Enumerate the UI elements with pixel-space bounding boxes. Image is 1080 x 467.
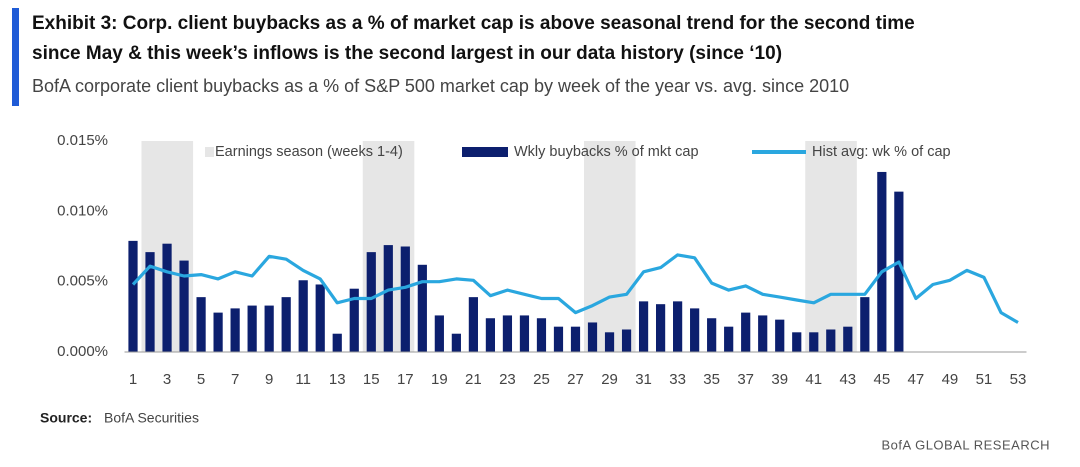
x-tick-label: 21 [465,371,482,388]
bar [264,305,274,352]
bar [638,301,649,352]
bar [519,315,530,352]
x-tick-label: 35 [703,371,720,388]
y-tick-label: 0.010% [57,202,108,219]
bar [673,301,683,352]
x-tick-label: 53 [1010,371,1027,388]
bar [349,288,359,352]
bar [298,280,308,352]
legend-swatch [205,147,214,157]
bar [451,333,461,352]
earnings-band [822,141,840,352]
legend-swatch [462,147,508,157]
x-tick-label: 41 [805,371,822,388]
bar [315,284,325,352]
bar [468,297,478,352]
bar [162,243,172,352]
bar [536,318,547,352]
earnings-band [839,141,857,352]
bar [417,264,427,352]
x-tick-label: 47 [908,371,925,388]
y-tick-label: 0.000% [57,343,108,360]
bar [877,171,887,352]
bar [775,319,785,352]
bar [741,312,751,352]
bar [247,305,257,352]
bar [281,297,291,352]
line [131,253,1019,324]
bar [894,191,904,352]
x-tick-label: 19 [431,371,448,388]
x-tick-label: 49 [942,371,959,388]
bar [792,332,802,352]
bar [604,332,615,352]
legend-label: Hist avg: wk % of cap [812,144,951,160]
bar [145,252,155,352]
bar [843,326,853,352]
bar [655,304,666,352]
y-tick-label: 0.015% [57,132,108,149]
bar [707,318,717,352]
x-tick-label: 11 [295,371,311,388]
earnings-band [601,141,619,352]
legend-label: Earnings season (weeks 1-4) [215,144,403,160]
x-tick-label: 15 [363,371,380,388]
bar [587,322,598,352]
footer: BofA GLOBAL RESEARCH [882,437,1050,452]
source-label: Source: [40,410,92,426]
x-tick-label: 9 [265,371,273,388]
x-tick-label: 29 [601,371,618,388]
bar [758,315,768,352]
bar [383,245,393,352]
bar [179,260,189,352]
bar [485,318,496,352]
bar [860,297,870,352]
bar [400,246,410,352]
bar [502,315,513,352]
chart-title: since May & this week’s inflows is the s… [32,43,782,64]
x-tick-label: 5 [197,371,205,388]
chart-subtitle: BofA corporate client buybacks as a % of… [32,76,849,96]
x-tick-label: 31 [635,371,652,388]
chart-title: Exhibit 3: Corp. client buybacks as a % … [32,13,915,34]
bar [570,326,581,352]
bar [213,312,223,352]
bar [366,252,376,352]
x-tick-label: 25 [533,371,550,388]
bar [230,308,240,352]
bar [621,329,632,352]
x-tick-label: 13 [329,371,346,388]
y-tick-label: 0.005% [57,273,108,290]
bar [332,333,342,352]
bar [690,308,700,352]
bar [434,315,444,352]
bar [196,297,206,352]
x-tick-label: 27 [567,371,584,388]
legend-label: Wkly buybacks % of mkt cap [514,144,699,160]
bar [809,332,819,352]
x-tick-label: 51 [976,371,993,388]
x-tick-label: 7 [231,371,239,388]
bar [724,326,734,352]
x-tick-label: 1 [129,371,137,388]
title-accent [12,8,19,106]
x-tick-label: 37 [737,371,754,388]
earnings-band [584,141,602,352]
x-tick-label: 3 [163,371,171,388]
earnings-band [805,141,823,352]
source: BofA Securities [104,410,199,426]
bar [826,329,836,352]
x-tick-label: 39 [771,371,788,388]
x-tick-label: 45 [873,371,890,388]
x-tick-label: 33 [669,371,686,388]
earnings-band [618,141,636,352]
x-tick-label: 17 [397,371,414,388]
x-tick-label: 23 [499,371,516,388]
bar [128,240,138,352]
bar [553,326,564,352]
x-tick-label: 43 [839,371,856,388]
